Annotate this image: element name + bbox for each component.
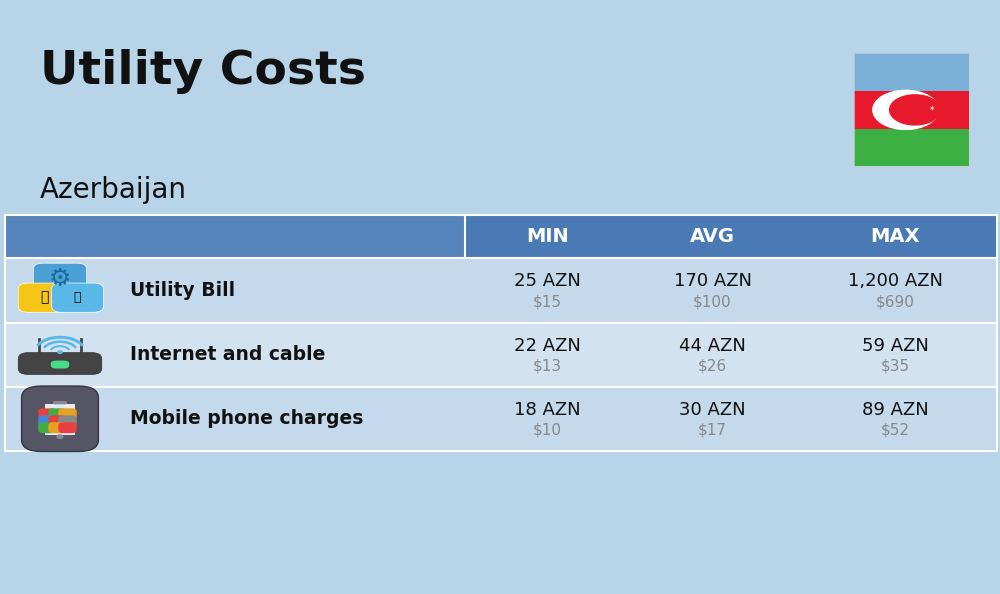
FancyBboxPatch shape [52, 283, 103, 312]
FancyBboxPatch shape [18, 353, 102, 374]
Text: Utility Bill: Utility Bill [130, 281, 235, 300]
Text: 44 AZN: 44 AZN [679, 337, 746, 355]
FancyBboxPatch shape [18, 283, 70, 312]
FancyBboxPatch shape [5, 258, 997, 323]
FancyBboxPatch shape [58, 415, 77, 426]
Text: ✶: ✶ [928, 105, 934, 115]
FancyBboxPatch shape [854, 53, 969, 91]
Text: $10: $10 [533, 423, 562, 438]
Text: $52: $52 [881, 423, 910, 438]
Circle shape [57, 435, 63, 438]
Circle shape [873, 90, 939, 129]
FancyBboxPatch shape [5, 387, 997, 451]
Text: $690: $690 [876, 295, 914, 309]
Text: MAX: MAX [870, 228, 920, 246]
FancyBboxPatch shape [38, 408, 57, 419]
Text: 59 AZN: 59 AZN [862, 337, 928, 355]
Text: $26: $26 [698, 359, 727, 374]
Text: 1,200 AZN: 1,200 AZN [848, 273, 942, 290]
Text: 30 AZN: 30 AZN [679, 401, 746, 419]
FancyBboxPatch shape [5, 215, 465, 258]
Text: Mobile phone charges: Mobile phone charges [130, 409, 363, 428]
FancyBboxPatch shape [53, 401, 67, 405]
FancyBboxPatch shape [58, 408, 77, 419]
Text: 18 AZN: 18 AZN [514, 401, 581, 419]
FancyBboxPatch shape [51, 361, 69, 368]
Text: Internet and cable: Internet and cable [130, 345, 325, 364]
FancyBboxPatch shape [38, 422, 57, 433]
FancyBboxPatch shape [5, 215, 997, 258]
FancyBboxPatch shape [58, 422, 77, 433]
FancyBboxPatch shape [48, 408, 67, 419]
Text: MIN: MIN [526, 228, 569, 246]
Text: $13: $13 [533, 359, 562, 374]
FancyBboxPatch shape [22, 386, 98, 451]
FancyBboxPatch shape [854, 91, 969, 129]
FancyBboxPatch shape [38, 415, 57, 426]
Text: 170 AZN: 170 AZN [674, 273, 752, 290]
Circle shape [890, 95, 940, 125]
Text: AVG: AVG [690, 228, 735, 246]
FancyBboxPatch shape [854, 129, 969, 166]
FancyBboxPatch shape [48, 422, 67, 433]
Text: Utility Costs: Utility Costs [40, 49, 366, 94]
FancyBboxPatch shape [45, 404, 75, 435]
Text: ⚙: ⚙ [49, 267, 71, 290]
FancyBboxPatch shape [48, 415, 67, 426]
Text: $100: $100 [693, 295, 732, 309]
Circle shape [58, 351, 62, 353]
Text: 25 AZN: 25 AZN [514, 273, 581, 290]
Text: 🚿: 🚿 [74, 291, 81, 304]
Text: 🔌: 🔌 [40, 290, 48, 305]
Text: $35: $35 [880, 359, 910, 374]
Text: $15: $15 [533, 295, 562, 309]
Text: 22 AZN: 22 AZN [514, 337, 581, 355]
Text: 89 AZN: 89 AZN [862, 401, 928, 419]
FancyBboxPatch shape [5, 323, 997, 387]
Text: $17: $17 [698, 423, 727, 438]
FancyBboxPatch shape [33, 263, 87, 294]
Text: Azerbaijan: Azerbaijan [40, 176, 187, 204]
